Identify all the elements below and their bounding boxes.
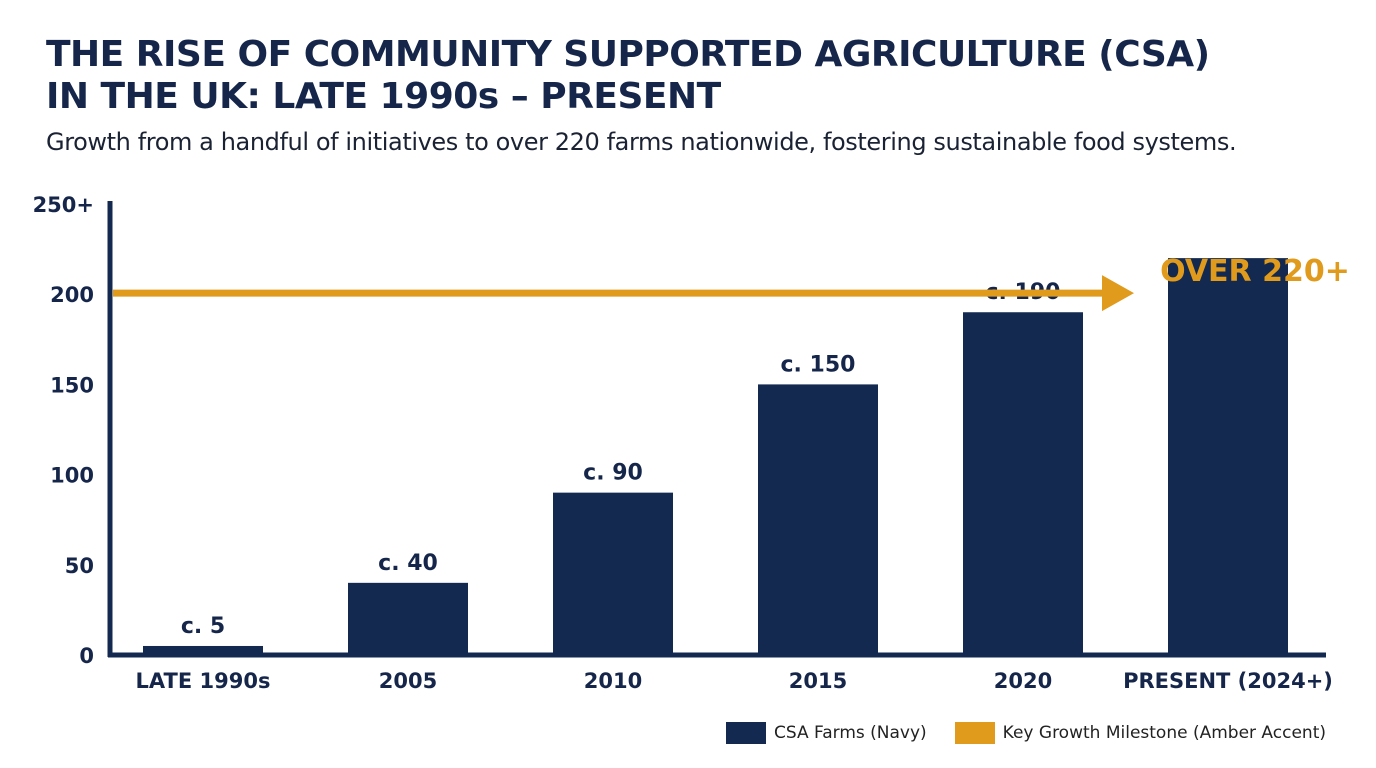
x-tick-label: 2010: [584, 669, 642, 693]
y-tick-label: 100: [50, 464, 94, 488]
milestone-label: OVER 220+: [1160, 254, 1350, 289]
y-tick-label: 0: [79, 644, 94, 668]
legend-swatch-navy: [725, 722, 766, 744]
chart-title-line-2: IN THE UK: LATE 1990s – PRESENT: [46, 76, 721, 117]
chart-legend: CSA Farms (Navy) Key Growth Milestone (A…: [708, 722, 1326, 744]
bar: [553, 492, 673, 655]
y-tick-label: 50: [65, 554, 94, 578]
y-tick-label: 250+: [33, 193, 94, 217]
bar-value-label: c. 150: [781, 352, 856, 377]
bar-value-label: c. 40: [378, 551, 438, 576]
legend-item-csa-farms: CSA Farms (Navy): [725, 722, 927, 744]
bar-value-label: c. 90: [583, 461, 643, 486]
bar: [1168, 258, 1288, 655]
y-tick-label: 200: [50, 283, 94, 307]
legend-swatch-amber: [954, 722, 995, 744]
legend-label-milestone: Key Growth Milestone (Amber Accent): [1002, 723, 1326, 743]
y-tick-label: 150: [50, 373, 94, 397]
bar: [963, 312, 1083, 655]
x-tick-label: LATE 1990s: [136, 669, 271, 693]
chart-subtitle: Growth from a handful of initiatives to …: [46, 128, 1237, 156]
milestone-arrow-head: [1102, 275, 1134, 312]
legend-item-milestone: Key Growth Milestone (Amber Accent): [954, 722, 1326, 744]
bar: [143, 645, 263, 655]
x-tick-label: 2005: [379, 669, 437, 693]
x-tick-label: 2020: [994, 669, 1052, 693]
legend-label-csa-farms: CSA Farms (Navy): [773, 723, 927, 743]
bar-value-label: c. 5: [181, 614, 225, 639]
chart-title: THE RISE OF COMMUNITY SUPPORTED AGRICULT…: [46, 34, 1210, 118]
x-tick-label: 2015: [789, 669, 847, 693]
chart-title-line-1: THE RISE OF COMMUNITY SUPPORTED AGRICULT…: [46, 34, 1210, 75]
x-tick-label: PRESENT (2024+): [1123, 669, 1333, 693]
bar: [758, 384, 878, 655]
bar: [348, 582, 468, 655]
